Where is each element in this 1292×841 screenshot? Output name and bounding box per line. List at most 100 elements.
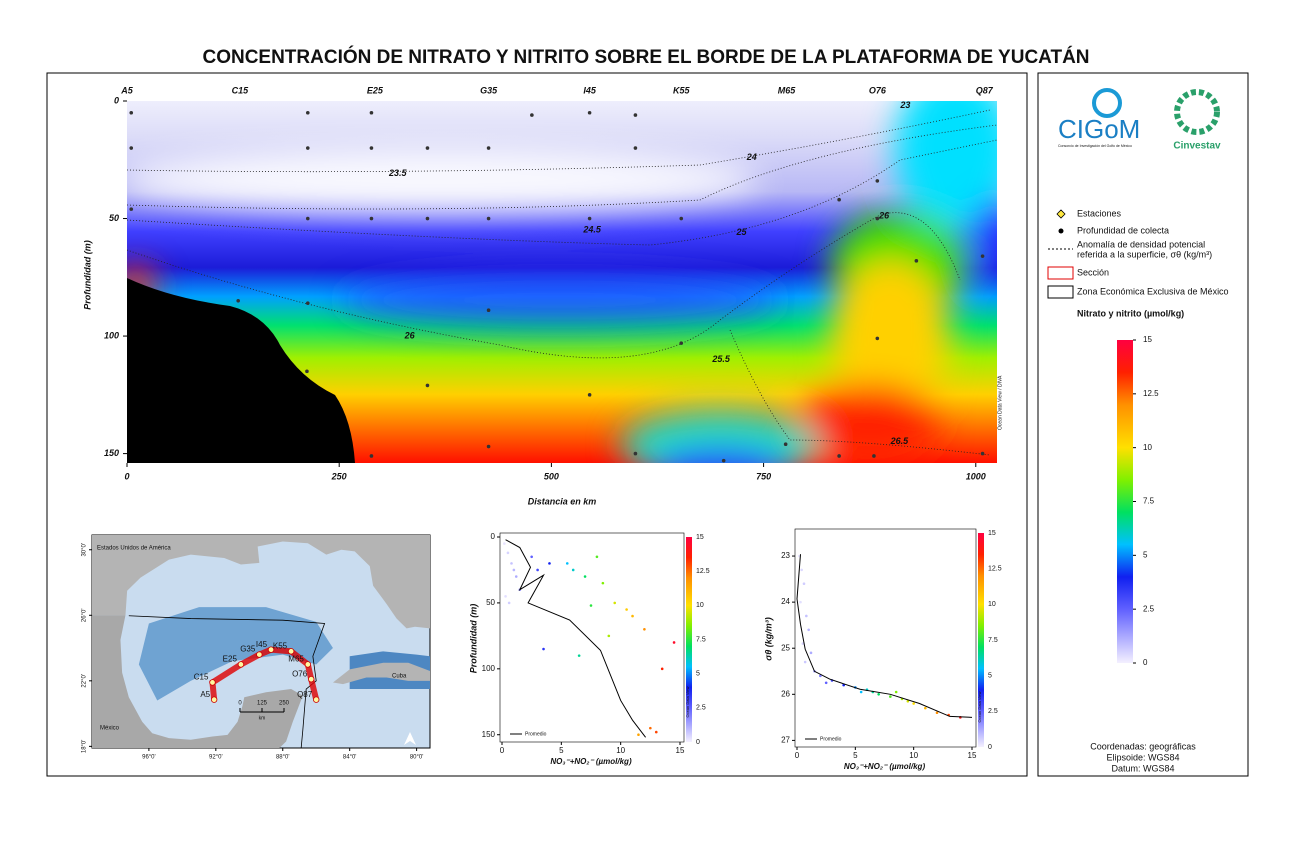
x-tick-label: 15 (676, 746, 685, 755)
colorbar (1117, 340, 1133, 663)
scatter-point (613, 601, 617, 605)
contour-label: 25.5 (711, 354, 731, 364)
sample-point (425, 216, 430, 221)
y-tick-label: 25 (781, 643, 790, 652)
y-tick-label: 50 (486, 598, 495, 607)
station-label: M65 (778, 85, 797, 95)
x-tick-label: 0 (124, 471, 129, 481)
legend-label: Promedio (525, 731, 547, 737)
sample-point (980, 254, 985, 258)
sample-point (679, 216, 684, 221)
legend-label: Zona Económica Exclusiva de México (1077, 286, 1229, 296)
scatter-point (819, 674, 822, 678)
station-label: Q87 (976, 85, 994, 95)
scalebar-label: 125 (257, 701, 268, 707)
map-station (307, 675, 315, 683)
scatter-point (530, 555, 533, 559)
scatter-point (889, 695, 892, 698)
scatter-point (607, 634, 611, 638)
station-label: K55 (673, 85, 691, 95)
y-tick-label: 23 (781, 551, 790, 560)
y-axis-label: Profundidad (m) (468, 604, 478, 674)
map-station-label: I45 (256, 640, 268, 649)
y-tick-label: 150 (482, 730, 496, 739)
map-station (267, 646, 275, 653)
station-label: E25 (367, 85, 384, 95)
sample-point (587, 110, 592, 115)
scatter-point (912, 702, 915, 705)
x-tick-label: 500 (544, 471, 559, 481)
scatter-point (906, 699, 910, 703)
station-label: A5 (120, 85, 133, 95)
scatter-point (514, 575, 518, 578)
sample-point (369, 110, 374, 115)
x-tick-label: 15 (968, 751, 977, 760)
sample-point (369, 146, 374, 150)
contour-label: 26.5 (890, 436, 910, 446)
legend-label: Sección (1077, 267, 1109, 277)
map-station (256, 651, 263, 658)
scatter-point (805, 614, 808, 618)
colorbar (686, 537, 692, 742)
map-station-label: E25 (223, 655, 238, 664)
colorbar-tick-label: 5 (696, 671, 700, 678)
scatter-point (637, 733, 640, 737)
place-label: Cuba (392, 674, 407, 680)
north-arrow (404, 732, 416, 745)
colorbar-tick-label: 7.5 (1143, 497, 1155, 506)
scatter-point (877, 693, 880, 696)
sample-point (129, 146, 134, 150)
scatter-point (802, 582, 806, 585)
legend-depth-symbol (1058, 228, 1064, 234)
map-station (304, 661, 312, 668)
scalebar-unit: km (259, 715, 266, 721)
contour-label: 23 (899, 100, 910, 110)
deep-water (138, 607, 333, 701)
colorbar-tick-label: 2.5 (696, 705, 706, 712)
y-tick-label: 26 (781, 689, 790, 698)
x-tick-label: 250 (331, 471, 347, 481)
y-tick-label: 0 (114, 95, 119, 105)
colorbar-tick-label: 7.5 (988, 637, 998, 644)
map-x-tick-label: 96°0' (142, 755, 156, 761)
scatter-point (803, 660, 807, 664)
map-x-tick-label: 84°0' (343, 755, 357, 761)
y-tick-label: 100 (104, 330, 119, 340)
average-line (796, 554, 973, 718)
sample-point (633, 451, 638, 456)
sample-point (305, 110, 310, 115)
contour-label: 24 (746, 152, 757, 162)
sample-point (486, 444, 491, 449)
scatter-point (649, 726, 652, 730)
legend-label: referida a la superficie, σθ (kg/m³) (1077, 249, 1212, 259)
map-station (210, 696, 218, 703)
scatter-point (631, 614, 634, 618)
side-frame (1037, 72, 1249, 777)
sample-point (530, 113, 534, 117)
map-station-label: Q87 (297, 690, 313, 699)
eez-line (128, 615, 326, 748)
legend-label: Promedio (820, 736, 842, 742)
scatter-point (654, 730, 658, 734)
legend-label: Anomalía de densidad potencial (1077, 239, 1205, 249)
sample-point (587, 393, 592, 397)
sample-point (875, 216, 880, 221)
logo-icon (1174, 89, 1220, 135)
colorbar-tick-label: 12.5 (988, 566, 1002, 573)
place-label: Estados Unidos de América (97, 546, 171, 552)
map-y-tick-label: 18°0' (82, 740, 88, 754)
main-frame (46, 72, 1028, 777)
credit: Ocean Data View (977, 691, 982, 722)
scatter-point (506, 551, 510, 555)
map-station-label: G35 (240, 645, 256, 654)
map-x-tick-label: 80°0' (410, 755, 424, 761)
contour-label: 23.5 (388, 168, 408, 178)
section-field (127, 101, 997, 463)
sample-point (305, 216, 310, 221)
sample-point (486, 308, 491, 313)
colorbar-tick-label: 12.5 (696, 568, 710, 575)
scatter-point (894, 690, 898, 694)
map-y-tick-label: 26°0' (82, 609, 88, 623)
credit: Ocean Data View (685, 686, 690, 717)
